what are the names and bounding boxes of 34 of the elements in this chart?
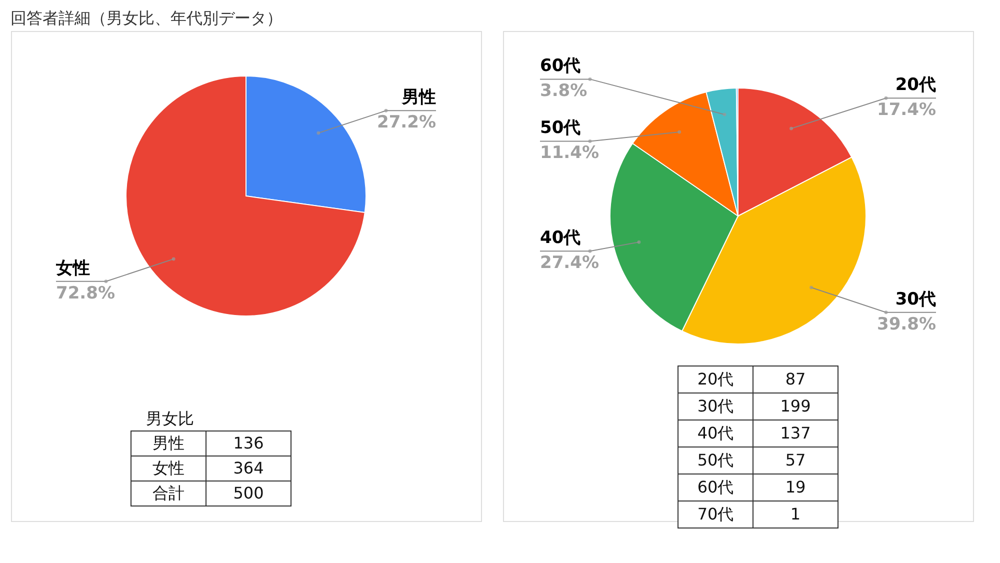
text: 20代 bbox=[697, 370, 734, 388]
data-label: 3.8% bbox=[540, 81, 588, 102]
text: 男性 bbox=[152, 434, 184, 452]
text: 57 bbox=[785, 450, 806, 470]
slice-label: 男性 bbox=[401, 88, 436, 108]
text: 40代 bbox=[697, 424, 734, 442]
text: 女性 bbox=[152, 458, 184, 478]
data-label: 17.4% bbox=[877, 100, 936, 120]
data-label: 11.4% bbox=[540, 143, 599, 164]
text: 男女比 bbox=[146, 409, 194, 428]
text: 60代 bbox=[697, 478, 734, 496]
text: 30代 bbox=[697, 396, 734, 416]
slice-label: 20代 bbox=[895, 75, 936, 96]
slice-label: 30代 bbox=[895, 289, 936, 310]
text: 199 bbox=[780, 396, 811, 416]
slice-label: 60代 bbox=[540, 56, 581, 76]
text: 合計 bbox=[152, 484, 184, 502]
text: 50代 bbox=[697, 450, 734, 470]
data-label: 39.8% bbox=[877, 314, 936, 334]
chart-title: 回答者詳細（男女比、年代別データ） bbox=[10, 8, 282, 28]
text: 137 bbox=[780, 424, 811, 442]
text: 364 bbox=[233, 458, 264, 478]
text: 500 bbox=[233, 484, 264, 502]
text: 70代 bbox=[697, 504, 734, 524]
data-label: 27.2% bbox=[377, 112, 436, 133]
slice-label: 50代 bbox=[540, 118, 581, 138]
slice-label: 40代 bbox=[540, 228, 581, 248]
slice-label: 女性 bbox=[55, 258, 90, 278]
data-label: 27.4% bbox=[540, 253, 599, 274]
text: 19 bbox=[785, 478, 806, 496]
text: 87 bbox=[785, 370, 806, 388]
text: 136 bbox=[233, 434, 264, 452]
text: 1 bbox=[790, 504, 801, 524]
data-label: 72.8% bbox=[56, 283, 115, 304]
